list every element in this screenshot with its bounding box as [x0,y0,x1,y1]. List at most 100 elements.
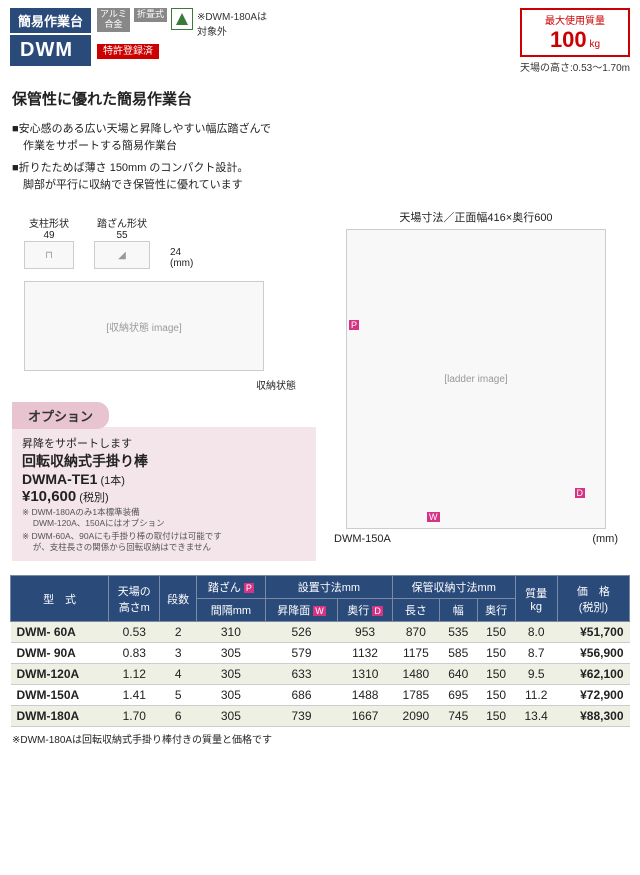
maxload-unit: kg [589,39,600,50]
cell-steps: 3 [160,643,196,664]
header-left: 簡易作業台 DWM [10,8,91,66]
cell-height: 1.12 [109,664,160,685]
leg-width: 49 [24,230,74,241]
header-right: 最大使用質量 100 kg 天場の高さ:0.53～1.70m [520,8,630,74]
th-install-w: 昇降面 W [265,599,337,622]
cell-sw: 535 [439,622,477,643]
cell-iw: 526 [265,622,337,643]
cell-height: 0.53 [109,622,160,643]
option-qty: (1本) [101,475,125,487]
dim-unit: (mm) [592,533,618,545]
badge-group: アルミ 合金 折畳式 ※DWM-180Aは 対象外 特許登録済 [97,8,267,57]
category-label: 簡易作業台 [10,8,91,33]
dim-w-icon: W [427,512,440,522]
cell-gap: 310 [196,622,265,643]
cell-sd: 150 [477,643,515,664]
cell-wt: 8.0 [515,622,557,643]
badge-folding: 折畳式 [134,8,167,22]
maxload-value: 100 [550,27,587,52]
cell-price: ¥72,900 [557,685,629,706]
th-steps: 段数 [160,576,196,622]
th-install-d: 奥行 D [338,599,393,622]
cell-sw: 695 [439,685,477,706]
cell-sd: 150 [477,622,515,643]
maxload-box: 最大使用質量 100 kg [520,8,630,57]
th-storage-w: 幅 [439,599,477,622]
cross-section-diagrams: 支柱形状 49 ⊓ 踏ざん形状 55 ◢ 24 (mm) [12,209,316,275]
step-shape-label: 踏ざん形状 [94,215,150,230]
product-name: DWM-150A [334,533,391,545]
cell-model: DWM-180A [11,706,109,727]
leg-shape-label: 支柱形状 [24,215,74,230]
cell-price: ¥51,700 [557,622,629,643]
option-model: DWMA-TE1 [22,471,97,487]
subtitle: 保管性に優れた簡易作業台 [0,82,640,115]
cell-iw: 579 [265,643,337,664]
folded-image: [収納状態 image] [24,281,264,371]
cell-model: DWM- 90A [11,643,109,664]
th-height: 天場の 高さm [109,576,160,622]
th-gap-1: 踏ざん P [196,576,265,599]
th-storage: 保管収納寸法mm [392,576,515,599]
step-shape-icon: ◢ [94,241,150,269]
cell-steps: 2 [160,622,196,643]
option-box: オプション 昇降をサポートします 回転収納式手掛り棒 DWMA-TE1 (1本)… [12,402,316,561]
main-visual: 支柱形状 49 ⊓ 踏ざん形状 55 ◢ 24 (mm) [収納状態 image… [0,205,640,565]
maxload-label: 最大使用質量 [528,12,622,27]
cell-gap: 305 [196,664,265,685]
cell-sw: 585 [439,643,477,664]
top-dimension: 天場寸法／正面幅416×奥行600 [324,209,628,225]
cell-id: 953 [338,622,393,643]
cell-height: 1.41 [109,685,160,706]
option-price: ¥10,600 [22,488,76,505]
cell-iw: 686 [265,685,337,706]
option-name: 回転収納式手掛り棒 [22,451,306,471]
footnote: ※DWM-180Aは回転収納式手掛り棒付きの質量と価格です [0,731,640,756]
th-storage-d: 奥行 [477,599,515,622]
header: 簡易作業台 DWM アルミ 合金 折畳式 ※DWM-180Aは 対象外 特許登録… [0,0,640,82]
cell-sd: 150 [477,685,515,706]
cell-steps: 6 [160,706,196,727]
th-storage-l: 長さ [392,599,439,622]
dim-d-icon: D [575,488,586,498]
cell-id: 1132 [338,643,393,664]
cell-gap: 305 [196,706,265,727]
cell-gap: 305 [196,643,265,664]
model-label: DWM [10,35,91,66]
cell-id: 1488 [338,685,393,706]
table-row: DWM- 90A0.833305579113211755851508.7¥56,… [11,643,630,664]
cert-icon [171,8,193,30]
feature-1: ■安心感のある広い天場と昇降しやすい幅広踏ざんで 作業をサポートする簡易作業台 [12,121,628,154]
cell-steps: 5 [160,685,196,706]
cell-sd: 150 [477,664,515,685]
cell-model: DWM-150A [11,685,109,706]
option-header: オプション [12,402,109,429]
exclusion-note: ※DWM-180Aは 対象外 [197,8,267,38]
option-note-1: ※ DWM-180Aのみ1本標準装備 DWM-120A、150Aにはオプション [22,507,306,529]
table-row: DWM-120A1.124305633131014806401509.5¥62,… [11,664,630,685]
th-price: 価 格 (税別) [557,576,629,622]
cell-wt: 8.7 [515,643,557,664]
cell-iw: 739 [265,706,337,727]
folded-label: 収納状態 [12,377,316,392]
cell-model: DWM-120A [11,664,109,685]
cell-wt: 11.2 [515,685,557,706]
table-row: DWM-180A1.7063057391667209074515013.4¥88… [11,706,630,727]
cell-sl: 1785 [392,685,439,706]
spec-table: 型 式 天場の 高さm 段数 踏ざん P 設置寸法mm 保管収納寸法mm 質量 … [10,575,630,727]
th-weight: 質量 kg [515,576,557,622]
cell-height: 0.83 [109,643,160,664]
cell-steps: 4 [160,664,196,685]
feature-2: ■折りたためば薄さ 150mm のコンパクト設計。 脚部が平行に収納でき保管性に… [12,160,628,193]
leg-shape-icon: ⊓ [24,241,74,269]
option-tax: (税別) [79,492,108,504]
cell-sl: 1175 [392,643,439,664]
option-lead: 昇降をサポートします [22,435,306,451]
cell-gap: 305 [196,685,265,706]
product-image: P W D [ladder image] [346,229,606,529]
section-height: 24 [170,247,181,258]
cell-model: DWM- 60A [11,622,109,643]
patent-badge: 特許登録済 [97,44,159,59]
features: ■安心感のある広い天場と昇降しやすい幅広踏ざんで 作業をサポートする簡易作業台 … [0,115,640,205]
cell-sl: 1480 [392,664,439,685]
